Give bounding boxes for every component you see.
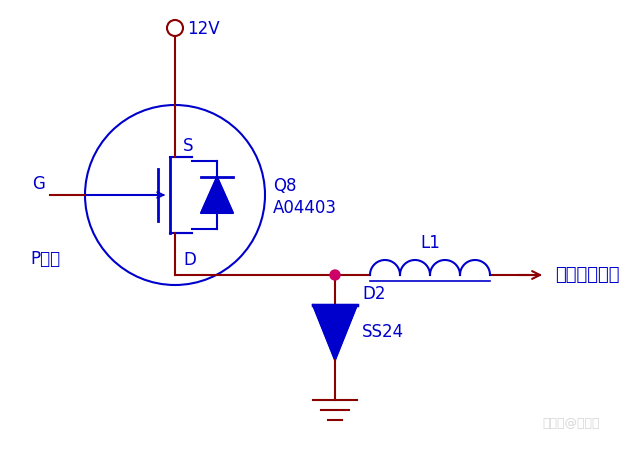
Text: L1: L1	[420, 234, 440, 252]
Text: A04403: A04403	[273, 199, 337, 217]
Text: S: S	[183, 137, 193, 155]
Text: 12V: 12V	[187, 20, 220, 38]
Text: SS24: SS24	[362, 323, 404, 341]
Text: G: G	[32, 175, 45, 193]
Text: P沟道: P沟道	[30, 250, 60, 268]
Polygon shape	[313, 305, 357, 360]
Text: D: D	[183, 251, 196, 269]
Circle shape	[330, 270, 340, 280]
Text: Q8: Q8	[273, 177, 296, 195]
Polygon shape	[201, 177, 233, 213]
Text: 搜狐号@刘坚强: 搜狐号@刘坚强	[543, 417, 600, 430]
Text: D2: D2	[362, 285, 385, 303]
Text: 功率放大电路: 功率放大电路	[555, 266, 620, 284]
